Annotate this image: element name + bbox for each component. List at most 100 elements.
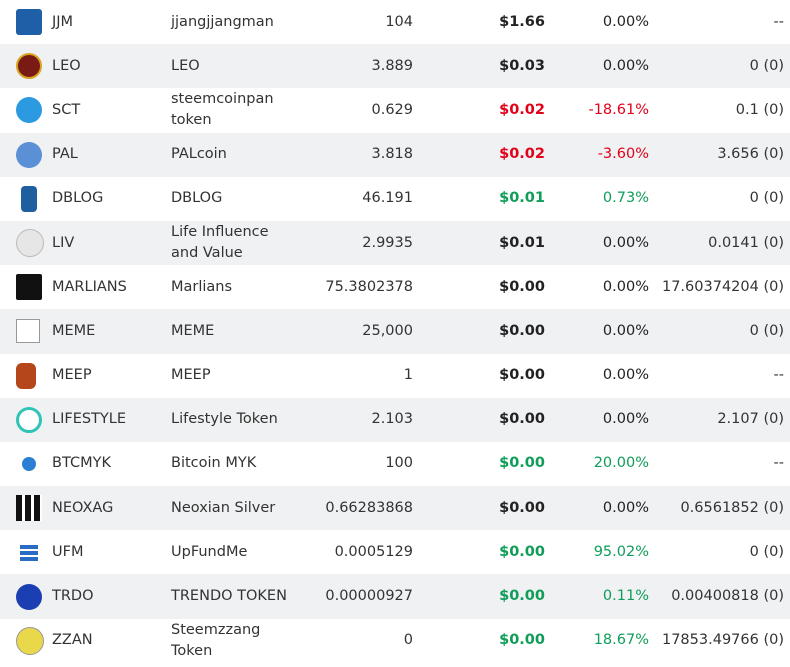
price: $0.00 [499,411,545,428]
price: $0.00 [499,322,545,339]
token-symbol: DBLOG [52,190,104,207]
staked: 2.107 (0) [717,411,784,428]
balance: 2.103 [371,411,413,428]
staked: 17.60374204 (0) [661,278,784,295]
balance: 0.66283868 [325,499,413,516]
staked: 0 (0) [749,190,784,207]
token-icon [16,97,42,124]
price: $0.00 [499,588,545,605]
price: $0.00 [499,455,545,472]
icon-cell [0,574,46,618]
token-row: MEME MEME 25,000 $0.00 0.00% 0 (0) [0,309,790,354]
price: $0.00 [499,367,545,384]
token-icon [21,185,37,212]
staked: 0 (0) [749,543,784,560]
price-change: 0.00% [602,499,649,516]
token-symbol: SCT [52,101,81,118]
balance: 3.889 [371,57,413,74]
token-symbol: LEO [52,57,81,74]
token-name: jjangjjangman [171,13,274,30]
price: $0.00 [499,278,545,295]
price-change: -18.61% [588,101,649,118]
token-row: ZZAN Steemzzang Token 0 $0.00 18.67% 17853.49… [0,619,790,663]
balance: 1 [403,367,413,384]
price-change: 0.00% [602,322,649,339]
staked: 0.6561852 (0) [680,499,784,516]
token-symbol: MEEP [52,367,92,384]
price-change: 0.73% [602,190,649,207]
balance: 75.3802378 [325,278,413,295]
balance: 0 [403,632,413,649]
price-change: 0.11% [602,588,649,605]
balance: 3.818 [371,146,413,163]
price-change: 0.00% [602,13,649,30]
balance: 0.00000927 [325,588,413,605]
icon-cell [0,177,46,221]
balance: 2.9935 [362,234,413,251]
token-name: UpFundMe [171,543,248,560]
icon-cell [0,133,46,177]
token-symbol: LIV [52,234,75,251]
staked: 0.0141 (0) [708,234,784,251]
price: $0.02 [499,146,545,163]
token-name: MEME [171,322,215,339]
token-row: BTCMYK Bitcoin MYK 100 $0.00 20.00% -- [0,442,790,486]
price-change: 0.00% [602,234,649,251]
token-symbol: ZZAN [52,632,93,649]
icon-cell [0,265,46,309]
token-name: Marlians [171,278,233,295]
token-symbol: NEOXAG [52,499,114,516]
token-icon [16,274,42,301]
price-change: 20.00% [593,455,649,472]
price-change: -3.60% [597,146,649,163]
token-symbol: MARLIANS [52,278,127,295]
token-symbol: BTCMYK [52,455,111,472]
token-name: Lifestyle Token [171,411,278,428]
price: $0.02 [499,101,545,118]
token-icon [16,141,42,168]
icon-cell [0,486,46,530]
icon-cell [0,309,46,353]
price-change: 0.00% [602,278,649,295]
icon-cell [0,398,46,442]
token-row: LEO LEO 3.889 $0.03 0.00% 0 (0) [0,44,790,89]
token-row: LIV Life Influence and Value 2.9935 $0.01 0.… [0,220,790,266]
token-row: JJM jjangjjangman 104 $1.66 0.00% -- [0,0,790,44]
token-symbol: LIFESTYLE [52,411,127,428]
icon-cell [0,619,46,663]
price-change: 18.67% [593,632,649,649]
icon-cell [0,221,46,265]
balance: 0.0005129 [334,543,413,560]
staked: -- [773,13,784,30]
price: $0.01 [499,234,545,251]
token-row: NEOXAG Neoxian Silver 0.66283868 $0.00 0.00%… [0,486,790,531]
icon-cell [0,44,46,88]
price: $0.00 [499,632,545,649]
token-icon [16,53,42,80]
token-name: Life Influence and Value [171,224,269,262]
balance: 0.629 [371,101,413,118]
token-row: MEEP MEEP 1 $0.00 0.00% -- [0,354,790,398]
token-row: LIFESTYLE Lifestyle Token 2.103 $0.00 0.00% 2… [0,397,790,442]
token-name: LEO [171,57,200,74]
balance: 25,000 [362,322,413,339]
token-icon [16,406,42,433]
token-name: MEEP [171,367,211,384]
token-name: DBLOG [171,190,223,207]
token-symbol: UFM [52,543,84,560]
staked: -- [773,455,784,472]
token-row: PAL PALcoin 3.818 $0.02 -3.60% 3.656 (0) [0,132,790,177]
token-icon [16,583,42,610]
price-change: 95.02% [593,543,649,560]
token-icon [16,495,42,522]
price: $0.00 [499,543,545,560]
staked: 3.656 (0) [717,146,784,163]
token-name: Bitcoin MYK [171,455,257,472]
balance: 46.191 [362,190,413,207]
price: $0.03 [499,57,545,74]
token-icon [22,456,36,471]
price-change: 0.00% [602,57,649,74]
token-symbol: MEME [52,322,96,339]
